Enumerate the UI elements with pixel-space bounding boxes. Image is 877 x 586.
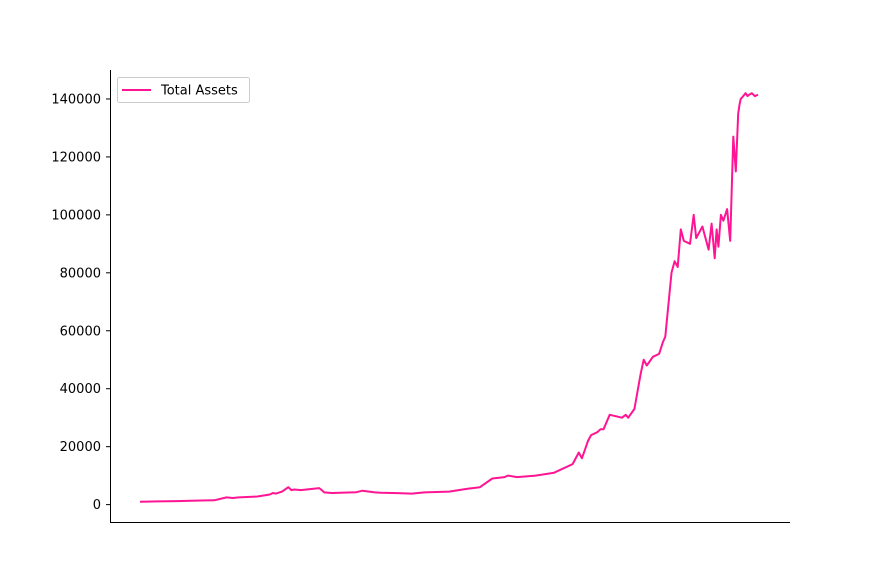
legend-label-total-assets: Total Assets	[160, 84, 238, 99]
y-tick-label: 120000	[51, 150, 101, 165]
y-tick-label: 80000	[60, 266, 101, 281]
y-tick-label: 140000	[51, 92, 101, 107]
y-tick-label: 100000	[51, 208, 101, 223]
y-tick-label: 40000	[60, 382, 101, 397]
y-axis-ticks: 0 20000 40000 60000 80000 100000 120000 140000	[51, 92, 110, 513]
y-tick-label: 60000	[60, 324, 101, 339]
legend-frame	[117, 77, 250, 103]
legend: Total Assets	[117, 77, 250, 103]
y-tick-label: 20000	[60, 440, 101, 455]
series-line-total-assets	[139, 92, 759, 503]
y-tick-label: 0	[93, 498, 101, 513]
